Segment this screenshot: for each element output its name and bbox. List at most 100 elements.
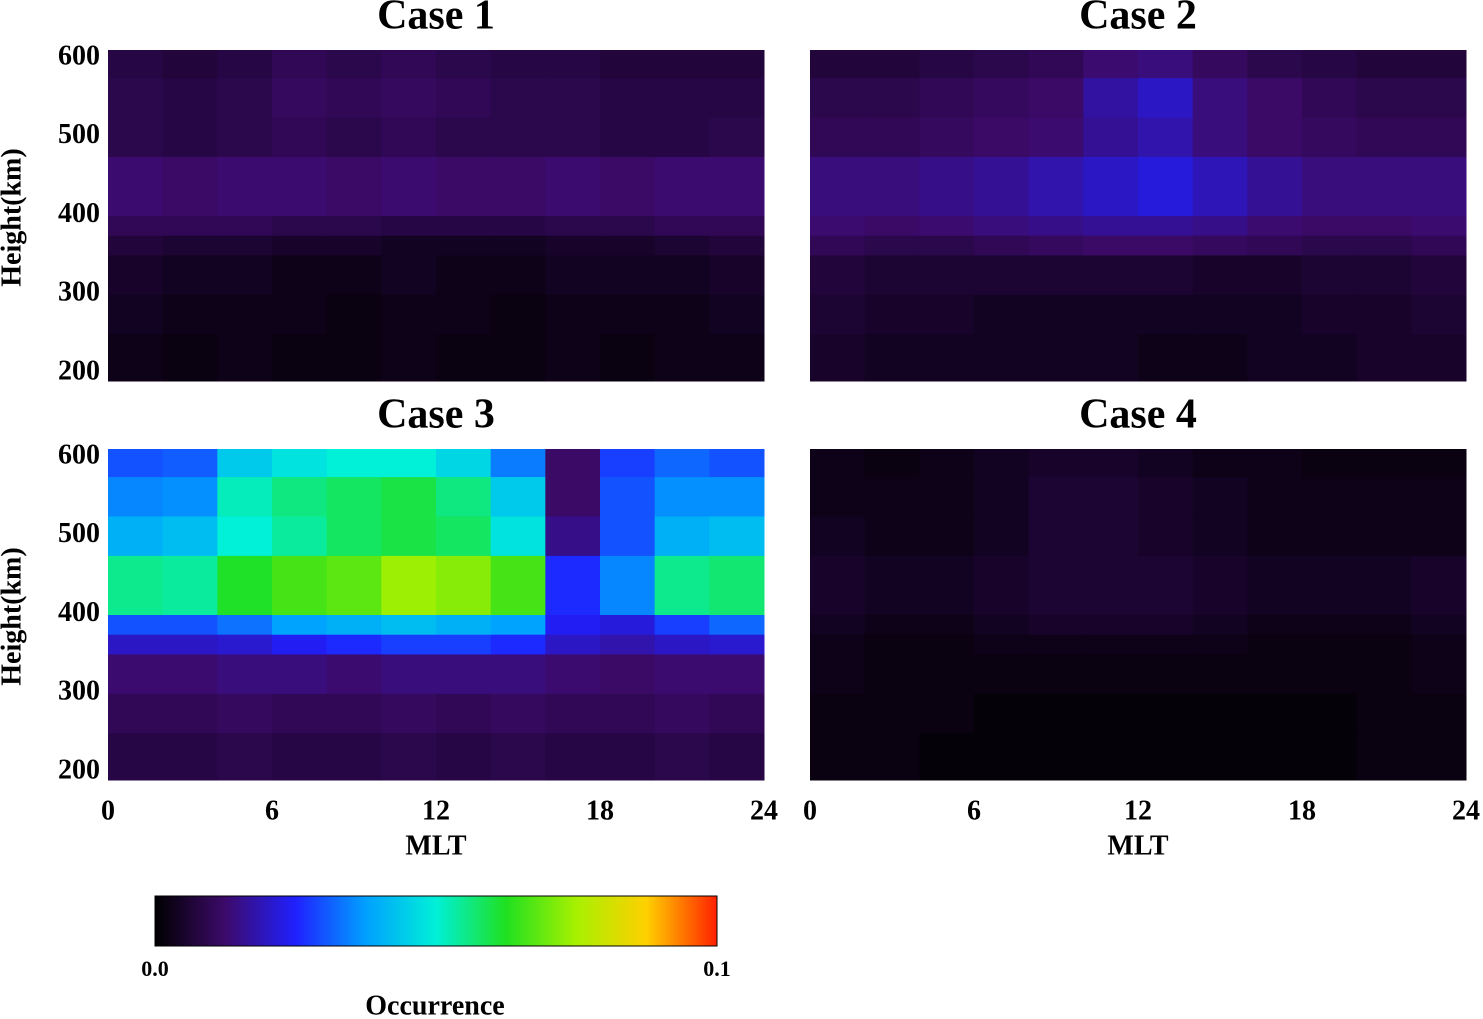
heat-cell (545, 77, 601, 118)
heat-cell (108, 235, 164, 256)
heat-cell (490, 476, 546, 517)
heat-cell (1411, 77, 1467, 118)
heat-cell (162, 476, 218, 517)
heat-cell (654, 614, 710, 635)
heat-cell (864, 333, 920, 382)
heat-cell (1192, 555, 1248, 615)
heat-cell (1192, 693, 1248, 734)
heat-cell (1411, 215, 1467, 236)
heat-cell (326, 156, 382, 216)
heat-cell (1083, 653, 1139, 694)
heat-cell (864, 653, 920, 694)
heat-cell (545, 555, 601, 615)
heat-cell (974, 333, 1030, 382)
heat-cell (1302, 50, 1358, 79)
heat-cell (1083, 235, 1139, 256)
heat-cell (381, 235, 437, 256)
heat-cell (272, 449, 328, 478)
heat-cell (436, 77, 492, 118)
heat-cell (1138, 50, 1194, 79)
heat-cell (108, 116, 164, 157)
heat-cell (810, 116, 866, 157)
heat-cell (864, 235, 920, 256)
heat-cell (381, 50, 437, 79)
heat-cell (1192, 333, 1248, 382)
heat-cell (162, 555, 218, 615)
heat-cell (217, 77, 273, 118)
heat-cell (810, 634, 866, 655)
heat-cell (1356, 634, 1412, 655)
heat-cell (436, 515, 492, 556)
heat-cell (600, 116, 656, 157)
heat-cell (1302, 614, 1358, 635)
heat-cell (810, 732, 866, 781)
heat-cell (1192, 653, 1248, 694)
heat-cell (709, 333, 765, 382)
heat-cell (490, 515, 546, 556)
heat-cell (1356, 653, 1412, 694)
heat-cell (1356, 476, 1412, 517)
heat-cell (490, 116, 546, 157)
heat-cell (108, 732, 164, 781)
heat-cell (1411, 693, 1467, 734)
heat-cell (1247, 614, 1303, 635)
heat-cell (108, 449, 164, 478)
heat-cell (1028, 235, 1084, 256)
y-tick-label: 200 (58, 755, 100, 786)
heat-cell (974, 50, 1030, 79)
heat-cell (545, 333, 601, 382)
heat-cell (974, 515, 1030, 556)
heat-cell (864, 515, 920, 556)
heat-cell (864, 50, 920, 79)
y-tick-label: 300 (58, 277, 100, 308)
heat-cell (490, 732, 546, 781)
heat-cell (381, 634, 437, 655)
heat-cell (326, 50, 382, 79)
heat-cell (974, 653, 1030, 694)
heat-cell (272, 77, 328, 118)
heat-cell (108, 333, 164, 382)
heat-cell (1083, 294, 1139, 335)
heat-cell (654, 333, 710, 382)
heat-cell (974, 294, 1030, 335)
heat-cell (864, 555, 920, 615)
y-axis-label: Height(km) (0, 547, 27, 685)
heat-cell (864, 116, 920, 157)
heat-cell (1356, 254, 1412, 295)
heat-cell (600, 476, 656, 517)
heat-cell (108, 634, 164, 655)
heat-cell (1411, 294, 1467, 335)
heat-cell (436, 476, 492, 517)
heat-cell (162, 653, 218, 694)
heat-cell (545, 693, 601, 734)
heat-cell (864, 693, 920, 734)
heat-cell (1247, 294, 1303, 335)
heat-cell (1192, 254, 1248, 295)
panel-title: Case 2 (1079, 0, 1197, 39)
heat-cell (600, 732, 656, 781)
heat-cell (1302, 555, 1358, 615)
heat-cell (864, 254, 920, 295)
heat-cell (217, 215, 273, 236)
heat-cell (1302, 77, 1358, 118)
heat-cell (1192, 215, 1248, 236)
heat-cell (381, 333, 437, 382)
heat-cell (436, 653, 492, 694)
heat-cell (1138, 732, 1194, 781)
heat-cell (1247, 449, 1303, 478)
heat-cell (217, 476, 273, 517)
heat-cell (1302, 254, 1358, 295)
heat-cell (919, 294, 975, 335)
heat-cell (545, 476, 601, 517)
heat-cell (1192, 77, 1248, 118)
heat-cell (1138, 449, 1194, 478)
heat-cell (919, 449, 975, 478)
heat-cell (436, 254, 492, 295)
heat-cell (1138, 77, 1194, 118)
heat-cell (436, 693, 492, 734)
heat-cell (1083, 555, 1139, 615)
heat-cell (1302, 634, 1358, 655)
heat-cell (162, 254, 218, 295)
y-tick-label: 500 (58, 518, 100, 549)
heat-cell (1138, 634, 1194, 655)
